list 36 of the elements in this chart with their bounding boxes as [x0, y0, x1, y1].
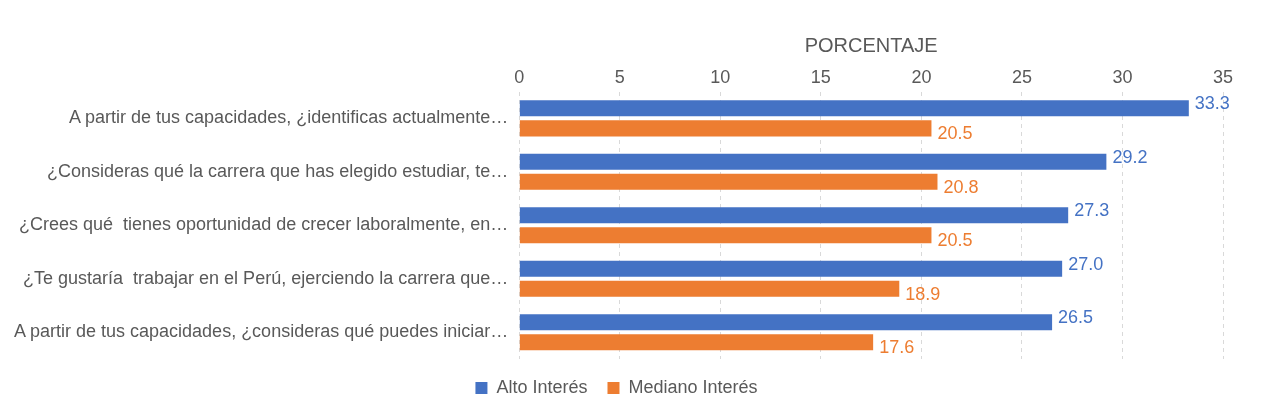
bar	[519, 173, 938, 190]
y-tick-label: A partir de tus capacidades, ¿identificas actualmente…	[69, 107, 509, 128]
data-label: 18.9	[905, 283, 941, 304]
x-tick-label: 25	[1011, 66, 1032, 87]
data-label: 20.5	[937, 123, 973, 144]
bar	[519, 120, 932, 137]
bar	[519, 260, 1063, 277]
data-label: 17.6	[879, 337, 915, 358]
data-label: 26.5	[1058, 307, 1094, 328]
bar	[519, 207, 1069, 224]
x-tick-label: 10	[710, 66, 731, 87]
y-tick-label: A partir de tus capacidades, ¿consideras qué puedes iniciar…	[13, 321, 509, 342]
bar	[519, 100, 1189, 117]
y-tick-label: ¿Crees qué tienes oportunidad de crecer laboralmente, en…	[18, 214, 509, 235]
y-tick-label: ¿Consideras qué la carrera que has elegido estudiar, te…	[46, 160, 509, 181]
data-label: 20.5	[937, 230, 973, 251]
x-tick-label: 5	[614, 66, 625, 87]
bar	[519, 280, 900, 297]
legend-label: Alto Interés	[496, 376, 588, 397]
x-tick-label: 35	[1212, 66, 1234, 87]
x-tick-label: 30	[1112, 66, 1133, 87]
data-label: 27.3	[1074, 200, 1110, 221]
data-label: 33.3	[1194, 93, 1230, 114]
legend-label: Mediano Interés	[628, 376, 758, 397]
x-tick-label: 15	[810, 66, 831, 87]
bar	[519, 334, 874, 351]
bar	[519, 314, 1053, 331]
data-label: 20.8	[943, 176, 979, 197]
bar	[519, 153, 1107, 170]
x-tick-label: 20	[911, 66, 932, 87]
x-tick-label: 0	[514, 66, 525, 87]
x-axis-title: PORCENTAJE	[804, 33, 938, 56]
y-tick-label: ¿Te gustaría trabajar en el Perú, ejerciendo la carrera que…	[23, 267, 509, 288]
data-label: 27.0	[1068, 253, 1104, 274]
data-label: 29.2	[1112, 146, 1148, 167]
bar	[519, 227, 932, 244]
